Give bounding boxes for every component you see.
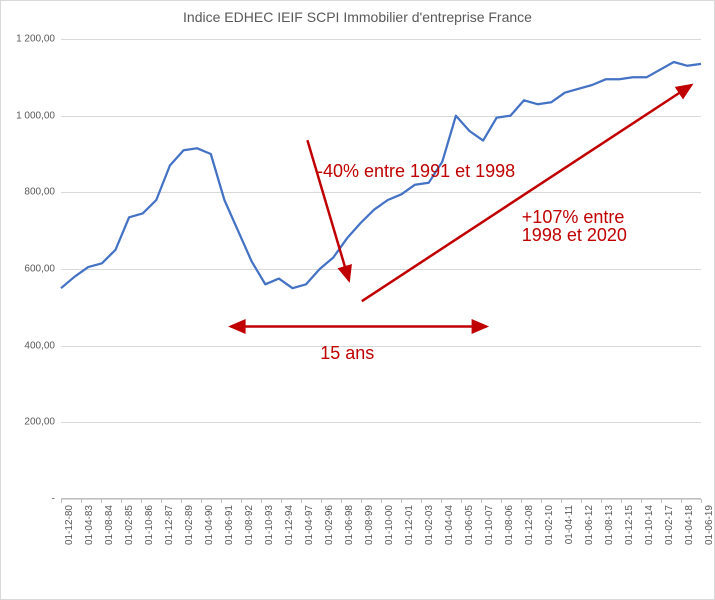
x-tick bbox=[301, 499, 302, 503]
annotation-layer bbox=[61, 39, 701, 499]
y-axis-label: 400,00 bbox=[24, 340, 61, 351]
x-axis-label: 01-04-04 bbox=[444, 505, 455, 545]
x-axis-label: 01-10-86 bbox=[144, 505, 155, 545]
x-axis-label: 01-04-18 bbox=[684, 505, 695, 545]
x-tick bbox=[181, 499, 182, 503]
x-axis-label: 01-04-97 bbox=[304, 505, 315, 545]
y-axis-label: 1 200,00 bbox=[16, 34, 61, 45]
x-tick bbox=[421, 499, 422, 503]
x-tick bbox=[241, 499, 242, 503]
x-axis-label: 01-10-07 bbox=[484, 505, 495, 545]
x-tick bbox=[141, 499, 142, 503]
x-tick bbox=[441, 499, 442, 503]
x-axis-label: 01-12-08 bbox=[524, 505, 535, 545]
x-axis-label: 01-10-14 bbox=[644, 505, 655, 545]
x-tick bbox=[601, 499, 602, 503]
x-axis-label: 01-08-13 bbox=[604, 505, 615, 545]
x-axis-label: 01-04-90 bbox=[204, 505, 215, 545]
y-axis-label: 200,00 bbox=[24, 417, 61, 428]
x-axis-label: 01-02-85 bbox=[124, 505, 135, 545]
x-axis-label: 01-04-83 bbox=[84, 505, 95, 545]
x-tick bbox=[521, 499, 522, 503]
x-axis-label: 01-02-96 bbox=[324, 505, 335, 545]
x-tick bbox=[701, 499, 702, 503]
x-tick bbox=[561, 499, 562, 503]
x-axis-label: 01-12-01 bbox=[404, 505, 415, 545]
x-axis-label: 01-12-87 bbox=[164, 505, 175, 545]
annotation-span: 15 ans bbox=[320, 343, 374, 364]
x-axis-label: 01-04-11 bbox=[564, 505, 575, 544]
x-tick bbox=[101, 499, 102, 503]
x-axis-label: 01-06-98 bbox=[344, 505, 355, 545]
y-axis-label: - bbox=[52, 494, 61, 505]
x-axis-label: 01-02-03 bbox=[424, 505, 435, 545]
x-tick bbox=[201, 499, 202, 503]
x-axis-label: 01-12-94 bbox=[284, 505, 295, 545]
x-tick bbox=[121, 499, 122, 503]
chart-title: Indice EDHEC IEIF SCPI Immobilier d'entr… bbox=[1, 9, 714, 25]
y-axis-label: 1 000,00 bbox=[16, 110, 61, 121]
x-tick bbox=[221, 499, 222, 503]
x-axis-label: 01-08-84 bbox=[104, 505, 115, 545]
x-tick bbox=[481, 499, 482, 503]
x-axis-label: 01-08-06 bbox=[504, 505, 515, 545]
x-axis-label: 01-10-93 bbox=[264, 505, 275, 545]
x-tick bbox=[361, 499, 362, 503]
x-tick bbox=[81, 499, 82, 503]
x-axis-label: 01-12-80 bbox=[64, 505, 75, 545]
x-tick bbox=[541, 499, 542, 503]
x-tick bbox=[161, 499, 162, 503]
x-axis-label: 01-08-99 bbox=[364, 505, 375, 545]
x-tick bbox=[581, 499, 582, 503]
plot-area: -200,00400,00600,00800,001 000,001 200,0… bbox=[61, 39, 701, 499]
annotation-drop: -40% entre 1991 et 1998 bbox=[317, 161, 515, 182]
annotation-arrow-rise_arrow bbox=[362, 85, 692, 301]
x-tick bbox=[281, 499, 282, 503]
x-axis-label: 01-06-19 bbox=[704, 505, 715, 545]
x-tick bbox=[461, 499, 462, 503]
x-axis-label: 01-06-05 bbox=[464, 505, 475, 545]
x-tick bbox=[621, 499, 622, 503]
annotation-rise2: 1998 et 2020 bbox=[522, 225, 627, 246]
x-tick bbox=[261, 499, 262, 503]
chart-container: Indice EDHEC IEIF SCPI Immobilier d'entr… bbox=[0, 0, 715, 600]
x-tick bbox=[341, 499, 342, 503]
x-axis-label: 01-08-92 bbox=[244, 505, 255, 545]
x-tick bbox=[401, 499, 402, 503]
x-tick bbox=[681, 499, 682, 503]
x-tick bbox=[381, 499, 382, 503]
x-axis-label: 01-12-15 bbox=[624, 505, 635, 545]
x-axis-label: 01-06-12 bbox=[584, 505, 595, 545]
x-tick bbox=[61, 499, 62, 503]
x-axis-label: 01-02-10 bbox=[544, 505, 555, 545]
x-axis-label: 01-10-00 bbox=[384, 505, 395, 545]
x-tick bbox=[501, 499, 502, 503]
x-tick bbox=[661, 499, 662, 503]
y-axis-label: 800,00 bbox=[24, 187, 61, 198]
x-tick bbox=[321, 499, 322, 503]
x-axis-label: 01-02-89 bbox=[184, 505, 195, 545]
x-tick bbox=[641, 499, 642, 503]
y-axis-label: 600,00 bbox=[24, 264, 61, 275]
x-axis-label: 01-02-17 bbox=[664, 505, 675, 545]
x-axis-label: 01-06-91 bbox=[224, 505, 235, 545]
